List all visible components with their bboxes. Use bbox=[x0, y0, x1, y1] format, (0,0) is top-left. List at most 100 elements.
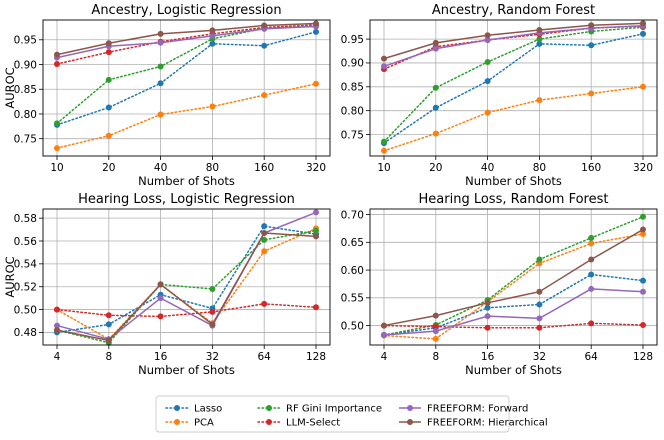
plot-frame bbox=[42, 19, 331, 157]
x-tick-label: 320 bbox=[633, 162, 653, 174]
chart-title: Ancestry, Logistic Regression bbox=[91, 3, 281, 18]
data-point bbox=[209, 286, 216, 292]
series-line bbox=[383, 33, 644, 144]
data-point bbox=[381, 63, 387, 70]
data-point bbox=[536, 315, 543, 322]
data-point bbox=[484, 109, 491, 116]
x-tick-label: 10 bbox=[377, 162, 390, 174]
data-point bbox=[261, 42, 268, 49]
series-line bbox=[56, 24, 317, 65]
data-point bbox=[588, 271, 595, 278]
data-point bbox=[432, 130, 439, 137]
series-llm-select bbox=[54, 300, 319, 320]
y-tick-label: 0.50 bbox=[14, 304, 37, 316]
series-line bbox=[383, 288, 644, 336]
series-line bbox=[56, 211, 317, 341]
plot-frame bbox=[369, 208, 658, 346]
data-point bbox=[313, 209, 319, 216]
y-tick-label: 0.90 bbox=[341, 58, 364, 70]
legend-marker bbox=[407, 405, 413, 411]
data-point bbox=[536, 324, 543, 331]
data-point bbox=[432, 104, 439, 111]
series-line bbox=[56, 225, 317, 334]
series-line bbox=[56, 83, 317, 149]
x-tick-label: 20 bbox=[102, 162, 115, 174]
legend-label: Lasso bbox=[194, 404, 222, 415]
series-lasso bbox=[381, 30, 646, 147]
data-point bbox=[484, 324, 491, 331]
data-point bbox=[536, 288, 543, 295]
legend-entry-freeform-forward: FREEFORM: Forward bbox=[399, 404, 528, 415]
data-point bbox=[105, 312, 112, 319]
x-tick-label: 160 bbox=[581, 162, 601, 174]
data-point bbox=[588, 256, 595, 263]
data-point bbox=[157, 80, 164, 87]
series-line bbox=[56, 25, 317, 59]
data-point bbox=[105, 49, 112, 56]
data-point bbox=[105, 337, 112, 344]
y-tick-label: 0.75 bbox=[341, 129, 364, 141]
x-tick-label: 40 bbox=[481, 162, 494, 174]
data-point bbox=[157, 313, 164, 320]
data-point bbox=[157, 111, 164, 118]
data-point bbox=[157, 30, 164, 37]
series-line bbox=[56, 22, 317, 56]
data-point bbox=[484, 313, 491, 320]
legend-marker bbox=[407, 419, 413, 425]
data-point bbox=[640, 20, 646, 27]
data-point bbox=[54, 51, 60, 58]
data-point bbox=[536, 36, 543, 43]
panel-hearing-loss-logistic-regression: 4 8 16 32 64 128 0.48 0.50 0.52 0.54 0.56 0.58 Heari… bbox=[3, 192, 331, 377]
series-line bbox=[56, 31, 317, 126]
data-point bbox=[640, 213, 646, 220]
legend-entry-freeform-hierarchical: FREEFORM: Hierarchical bbox=[399, 418, 548, 429]
x-tick-label: 16 bbox=[154, 351, 168, 363]
data-point bbox=[54, 322, 60, 329]
legend-entry-pca: PCA bbox=[165, 418, 214, 429]
data-point bbox=[484, 304, 491, 311]
plot-frame bbox=[369, 19, 658, 157]
data-point bbox=[381, 332, 387, 339]
series-line bbox=[383, 86, 644, 152]
series-pca bbox=[381, 230, 646, 342]
y-tick-label: 0.65 bbox=[341, 237, 364, 249]
x-tick-label: 20 bbox=[429, 162, 442, 174]
chart-title: Hearing Loss, Random Forest bbox=[419, 192, 609, 207]
data-point bbox=[313, 80, 319, 87]
y-tick-label: 0.58 bbox=[14, 213, 37, 225]
series-line bbox=[383, 22, 644, 60]
x-axis-label: Number of Shots bbox=[138, 363, 235, 377]
data-point bbox=[313, 233, 319, 240]
data-point bbox=[105, 104, 112, 111]
data-point bbox=[261, 22, 268, 29]
y-tick-label: 0.60 bbox=[341, 265, 364, 277]
data-point bbox=[432, 39, 439, 46]
data-point bbox=[209, 32, 216, 39]
x-tick-label: 32 bbox=[206, 351, 219, 363]
data-point bbox=[105, 76, 112, 83]
data-point bbox=[432, 45, 439, 52]
legend-label: PCA bbox=[194, 418, 214, 429]
series-pca bbox=[381, 83, 646, 154]
data-point bbox=[588, 22, 595, 29]
data-point bbox=[588, 240, 595, 247]
series-freeform-hierarchical bbox=[381, 20, 646, 62]
data-point bbox=[313, 28, 319, 35]
data-point bbox=[105, 321, 112, 328]
data-point bbox=[381, 138, 387, 145]
data-point bbox=[640, 83, 646, 90]
chart-title: Hearing Loss, Logistic Regression bbox=[78, 192, 295, 207]
data-point bbox=[381, 55, 387, 62]
data-point bbox=[432, 312, 439, 319]
data-point bbox=[432, 335, 439, 342]
data-point bbox=[54, 61, 60, 68]
y-tick-label: 0.90 bbox=[14, 59, 37, 71]
series-line bbox=[56, 232, 317, 342]
y-tick-label: 0.85 bbox=[14, 84, 37, 96]
plot-frame bbox=[42, 208, 331, 346]
legend-label: RF Gini Importance bbox=[286, 404, 382, 415]
legend-label: FREEFORM: Forward bbox=[427, 404, 528, 415]
data-point bbox=[536, 40, 543, 47]
data-point bbox=[432, 84, 439, 91]
